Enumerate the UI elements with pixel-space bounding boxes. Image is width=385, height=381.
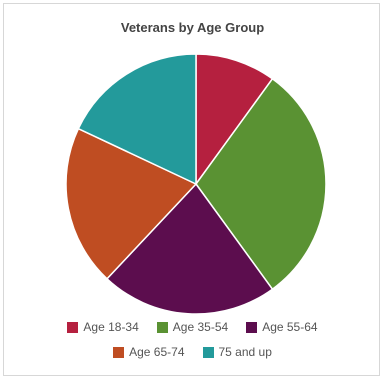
legend-label: Age 55-64 [262,320,318,334]
legend-swatch [246,321,258,333]
legend-swatch [156,321,168,333]
legend-row-2: Age 65-74 75 and up [0,345,385,359]
legend-label: Age 35-54 [172,320,229,334]
legend-item-75-and-up[interactable]: 75 and up [202,345,272,359]
legend-row-1: Age 18-34 Age 35-54 Age 55-64 [0,320,385,334]
chart-title: Veterans by Age Group [120,20,265,35]
legend-item-age-18-34[interactable]: Age 18-34 [67,320,139,334]
legend-item-age-35-54[interactable]: Age 35-54 [156,320,229,334]
pie-slice-age-18-34[interactable] [195,53,274,187]
legend-item-age-65-74[interactable]: Age 65-74 [113,345,185,359]
legend-item-age-55-64[interactable]: Age 55-64 [246,320,318,334]
pie-slice-age-55-64[interactable] [105,182,274,315]
legend-label: 75 and up [218,345,272,359]
legend-label: Age 65-74 [129,345,185,359]
legend-label: Age 18-34 [83,320,139,334]
pie-slice-age-65-74[interactable] [65,127,198,280]
legend-swatch [202,346,214,358]
pie-slice-75-and-up[interactable] [77,53,197,186]
legend-swatch [67,321,79,333]
legend-swatch [113,346,125,358]
pie-slice-age-35-54[interactable] [195,77,327,291]
